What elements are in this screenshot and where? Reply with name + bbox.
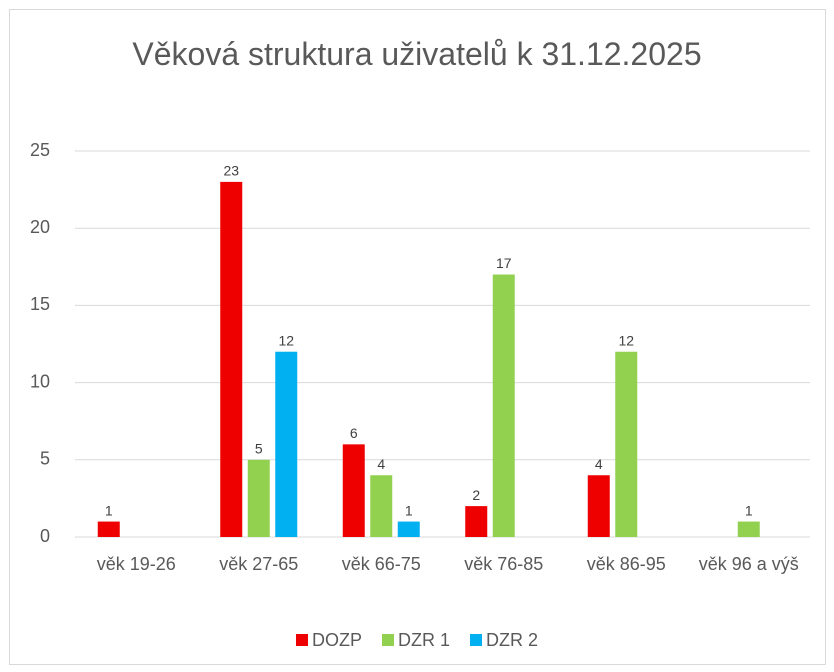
- x-tick-label: věk 27-65: [219, 554, 298, 574]
- bar: [465, 506, 488, 537]
- data-label: 1: [745, 502, 753, 518]
- bar: [615, 351, 638, 537]
- bar: [737, 521, 760, 537]
- x-tick-label: věk 86-95: [587, 554, 666, 574]
- data-label: 23: [223, 163, 239, 179]
- y-tick-label: 20: [30, 217, 50, 237]
- legend-label: DZR 2: [486, 630, 538, 650]
- data-label: 1: [405, 502, 413, 518]
- data-label: 4: [595, 456, 603, 472]
- bar: [97, 521, 120, 537]
- bar: [492, 274, 515, 537]
- data-label: 12: [618, 332, 634, 348]
- data-label: 4: [377, 456, 385, 472]
- chart-title: Věková struktura uživatelů k 31.12.2025: [132, 36, 701, 72]
- x-tick-label: věk 96 a výš: [699, 554, 799, 574]
- legend-swatch: [470, 634, 483, 646]
- y-tick-label: 5: [40, 449, 50, 469]
- data-label: 2: [472, 487, 480, 503]
- data-label: 6: [350, 425, 358, 441]
- y-tick-label: 0: [40, 526, 50, 546]
- bar: [220, 181, 243, 537]
- legend-label: DZR 1: [398, 630, 450, 650]
- x-tick-label: věk 19-26: [97, 554, 176, 574]
- data-label: 5: [255, 441, 263, 457]
- y-tick-label: 25: [30, 140, 50, 160]
- chart-frame: [9, 9, 826, 665]
- x-tick-label: věk 66-75: [342, 554, 421, 574]
- bar: [247, 459, 270, 537]
- legend-label: DOZP: [312, 630, 362, 650]
- data-label: 17: [496, 255, 512, 271]
- legend-swatch: [381, 634, 394, 646]
- bar: [275, 351, 298, 537]
- bar: [370, 475, 393, 537]
- bar: [587, 475, 610, 537]
- x-tick-label: věk 76-85: [464, 554, 543, 574]
- data-label: 1: [105, 502, 113, 518]
- y-tick-label: 15: [30, 294, 50, 314]
- legend-swatch: [295, 634, 308, 646]
- y-tick-label: 10: [30, 371, 50, 391]
- bar: [342, 444, 365, 537]
- data-label: 12: [278, 332, 294, 348]
- bar: [397, 521, 420, 537]
